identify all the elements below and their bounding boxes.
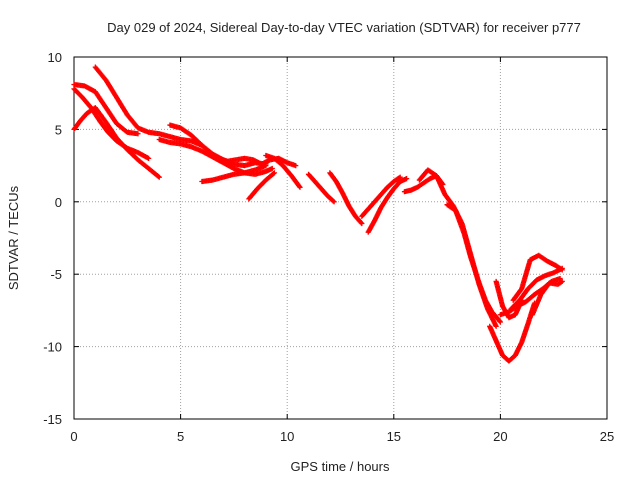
plot-frame <box>73 56 608 420</box>
data-point <box>293 163 299 169</box>
series-track-23 <box>493 278 525 321</box>
data-point <box>156 174 162 180</box>
series-track-4 <box>92 64 205 148</box>
y-axis-label: SDTVAR / TECUs <box>6 185 21 290</box>
data-point <box>358 220 364 226</box>
series-track-11 <box>305 171 337 205</box>
series-track-10 <box>263 152 303 190</box>
ticks <box>73 56 608 420</box>
series-track-14 <box>365 176 410 235</box>
data-point <box>146 155 152 161</box>
series-track-21 <box>510 252 565 303</box>
data-point <box>519 297 525 303</box>
y-tick-label: 10 <box>48 50 62 65</box>
data-point <box>271 170 278 176</box>
data-point <box>359 220 365 227</box>
x-tick-label: 20 <box>493 429 507 444</box>
x-tick-label: 10 <box>280 429 294 444</box>
series-track-12 <box>327 170 365 227</box>
data-point <box>558 266 564 272</box>
series-track-18 <box>487 300 538 364</box>
data-point <box>135 131 141 137</box>
series-track-9 <box>246 170 278 202</box>
series-track-17 <box>444 202 503 325</box>
y-tick-label: -5 <box>50 267 62 282</box>
series <box>71 64 565 364</box>
series-track-8 <box>216 155 299 169</box>
data-point <box>493 323 499 329</box>
data-point <box>331 199 337 205</box>
data-point <box>269 165 275 172</box>
series-track-2 <box>71 86 152 161</box>
y-tick-label: -10 <box>43 340 62 355</box>
x-axis-label: GPS time / hours <box>291 459 390 474</box>
x-tick-label: 5 <box>177 429 184 444</box>
data-point <box>557 275 563 282</box>
data-point <box>558 279 564 285</box>
series-track-13 <box>359 174 403 219</box>
data-point <box>155 173 161 179</box>
data-point <box>270 171 277 177</box>
data-point <box>397 174 403 180</box>
y-tick-label: -15 <box>43 412 62 427</box>
data-point <box>559 278 565 285</box>
y-tick-label: 5 <box>55 122 62 137</box>
y-tick-label: 0 <box>55 195 62 210</box>
series-track-7 <box>199 163 269 185</box>
data-point <box>330 198 336 204</box>
series-track-3 <box>71 81 141 137</box>
data-point <box>559 267 565 273</box>
x-tick-label: 15 <box>387 429 401 444</box>
tick-labels: 0 5 10 15 20 25 10 5 0 -5 -10 -15 <box>43 50 614 444</box>
series-track-22 <box>529 278 565 318</box>
x-tick-label: 0 <box>70 429 77 444</box>
data-point <box>497 318 503 324</box>
data-point <box>396 175 402 181</box>
data-point <box>297 184 303 190</box>
chart-title: Day 029 of 2024, Sidereal Day-to-day VTE… <box>107 20 581 35</box>
data-point <box>497 319 503 325</box>
x-tick-label: 25 <box>600 429 614 444</box>
data-point <box>296 183 302 189</box>
data-point <box>403 176 410 182</box>
